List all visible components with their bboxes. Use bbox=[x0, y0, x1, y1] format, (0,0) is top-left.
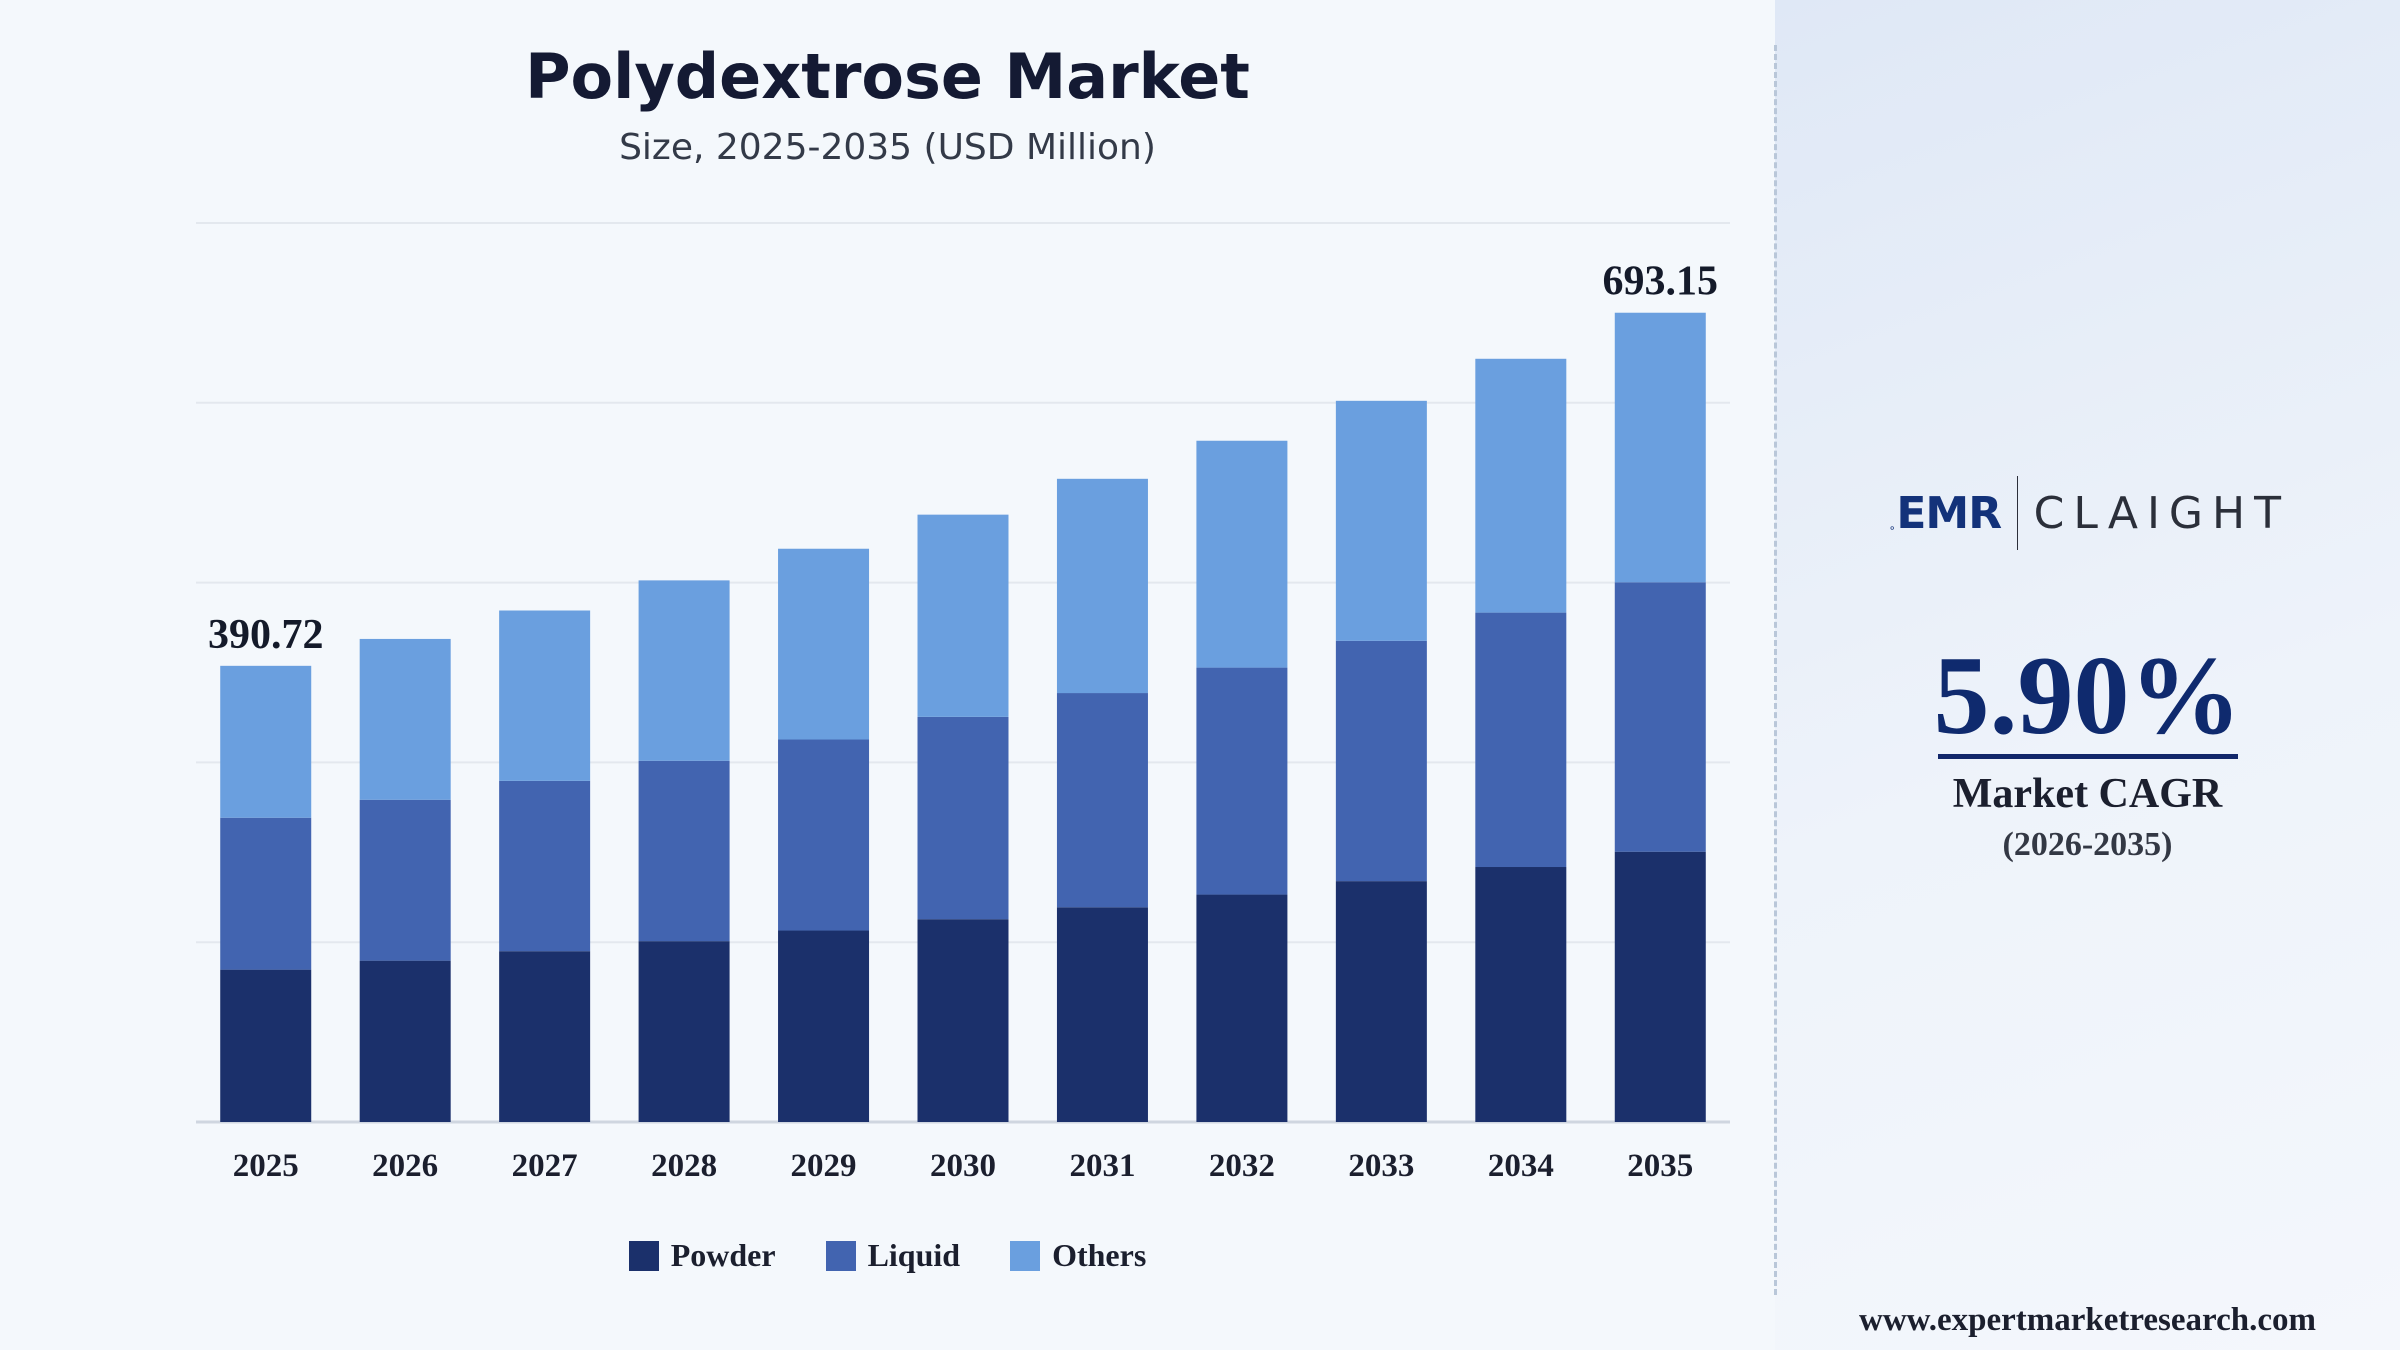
bar-liquid-2035 bbox=[1614, 582, 1706, 852]
legend-item-powder: Powder bbox=[628, 1237, 776, 1274]
bar-powder-2030 bbox=[917, 919, 1009, 1122]
info-panel bbox=[1775, 0, 2400, 1350]
logo-claight-text: CLAIGHT bbox=[2033, 487, 2290, 539]
cagr-label: Market CAGR bbox=[1952, 771, 2223, 817]
bar-others-2028 bbox=[638, 580, 730, 761]
bar-others-2034 bbox=[1475, 358, 1567, 613]
bar-powder-2032 bbox=[1196, 894, 1288, 1122]
legend-swatch bbox=[628, 1240, 659, 1271]
logo-separator bbox=[2017, 476, 2018, 550]
panel-divider bbox=[1774, 45, 1777, 1295]
bar-others-2026 bbox=[359, 638, 451, 800]
x-tick-label: 2031 bbox=[1069, 1148, 1135, 1184]
legend-item-others: Others bbox=[1010, 1237, 1146, 1274]
bar-others-2031 bbox=[1056, 478, 1148, 694]
logo-emr-text: EMR bbox=[1896, 487, 2002, 539]
bar-liquid-2034 bbox=[1475, 612, 1567, 868]
chart-legend: Powder Liquid Others bbox=[0, 1237, 1775, 1274]
stacked-bar-chart: 2025 2026 2027 2028 2029 2030 2031 2032 2033 2034… bbox=[196, 222, 1730, 1184]
cagr-value: 5.90% bbox=[1933, 634, 2242, 758]
bar-powder-2034 bbox=[1475, 867, 1567, 1122]
x-tick-label: 2030 bbox=[930, 1148, 996, 1184]
website-url: www.expertmarketresearch.com bbox=[1859, 1302, 2316, 1338]
bar-powder-2027 bbox=[499, 951, 591, 1122]
bar-powder-2025 bbox=[220, 969, 312, 1122]
bar-powder-2028 bbox=[638, 941, 730, 1122]
bar-liquid-2029 bbox=[778, 739, 870, 931]
bar-powder-2035 bbox=[1614, 851, 1706, 1122]
x-tick-label: 2025 bbox=[233, 1148, 299, 1184]
bar-powder-2026 bbox=[359, 960, 451, 1122]
total-data-label: 693.15 bbox=[1603, 259, 1719, 305]
x-tick-label: 2027 bbox=[512, 1148, 578, 1184]
bar-liquid-2027 bbox=[499, 780, 591, 952]
chart-title: Polydextrose Market bbox=[525, 40, 1250, 113]
bar-others-2033 bbox=[1335, 400, 1427, 641]
x-tick-label: 2028 bbox=[651, 1148, 717, 1184]
logo-mark-icon bbox=[1890, 526, 1894, 530]
legend-label: Powder bbox=[670, 1237, 776, 1273]
bar-others-2035 bbox=[1614, 312, 1706, 583]
bar-liquid-2031 bbox=[1056, 693, 1148, 908]
bar-liquid-2026 bbox=[359, 799, 451, 961]
bar-powder-2031 bbox=[1056, 907, 1148, 1122]
x-tick-label: 2035 bbox=[1627, 1148, 1693, 1184]
total-data-label: 390.72 bbox=[208, 612, 324, 658]
legend-swatch bbox=[1010, 1240, 1041, 1271]
x-tick-label: 2026 bbox=[372, 1148, 438, 1184]
bar-others-2029 bbox=[778, 548, 870, 740]
cagr-underline bbox=[1938, 754, 2238, 759]
x-tick-label: 2033 bbox=[1348, 1148, 1414, 1184]
x-tick-label: 2034 bbox=[1488, 1148, 1554, 1184]
bar-liquid-2032 bbox=[1196, 667, 1288, 895]
bar-others-2027 bbox=[499, 610, 591, 781]
legend-swatch bbox=[825, 1240, 856, 1271]
emr-claight-logo: EMR CLAIGHT bbox=[1890, 468, 2290, 558]
bar-liquid-2025 bbox=[220, 817, 312, 970]
bar-powder-2033 bbox=[1335, 881, 1427, 1122]
legend-label: Liquid bbox=[867, 1237, 961, 1273]
bar-liquid-2030 bbox=[917, 716, 1009, 920]
bar-powder-2029 bbox=[778, 930, 870, 1122]
bar-others-2032 bbox=[1196, 440, 1288, 668]
bar-others-2030 bbox=[917, 514, 1009, 717]
chart-subtitle: Size, 2025-2035 (USD Million) bbox=[619, 127, 1156, 168]
x-tick-label: 2032 bbox=[1209, 1148, 1275, 1184]
legend-item-liquid: Liquid bbox=[825, 1237, 961, 1274]
bar-liquid-2028 bbox=[638, 760, 730, 942]
x-tick-label: 2029 bbox=[791, 1148, 857, 1184]
bar-others-2025 bbox=[220, 665, 312, 818]
legend-label: Others bbox=[1052, 1237, 1147, 1273]
bar-liquid-2033 bbox=[1335, 640, 1427, 882]
cagr-period: (2026-2035) bbox=[2002, 826, 2173, 863]
